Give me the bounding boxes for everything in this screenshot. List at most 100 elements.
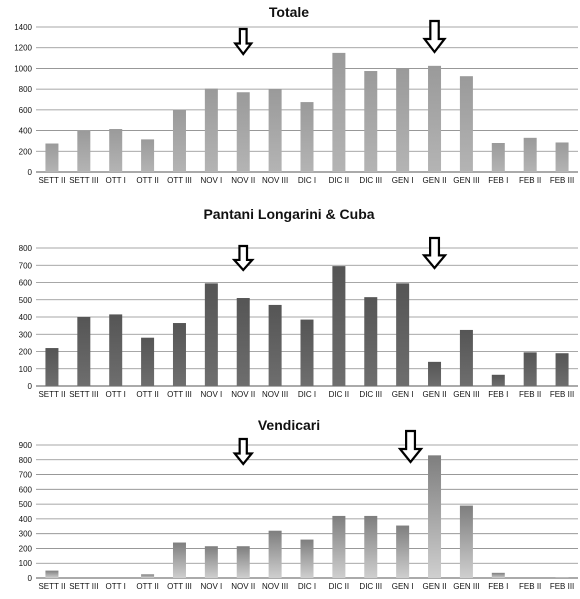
x-tick-label: NOV I xyxy=(200,582,222,591)
down-arrow-icon xyxy=(234,246,252,270)
bar-sett-ii xyxy=(45,144,58,172)
bar-gen-iii xyxy=(460,76,473,172)
x-tick-label: SETT II xyxy=(38,390,65,399)
x-tick-label: NOV III xyxy=(262,390,288,399)
x-tick-label: FEB III xyxy=(550,390,574,399)
x-tick-label: FEB I xyxy=(488,176,508,185)
x-tick-label: DIC II xyxy=(329,390,349,399)
bar-ott-ii xyxy=(141,338,154,386)
bar-ott-i xyxy=(109,314,122,386)
chart-title: Totale xyxy=(269,4,309,20)
y-tick-label: 100 xyxy=(19,559,33,568)
x-tick-label: OTT I xyxy=(106,390,126,399)
x-tick-label: FEB II xyxy=(519,390,541,399)
y-tick-label: 600 xyxy=(19,106,33,115)
x-tick-label: SETT II xyxy=(38,582,65,591)
bar-sett-iii xyxy=(77,317,90,386)
bar-gen-ii xyxy=(428,362,441,386)
chart-title: Pantani Longarini & Cuba xyxy=(203,206,374,222)
bar-dic-ii xyxy=(332,266,345,386)
y-tick-label: 400 xyxy=(19,313,33,322)
x-tick-label: GEN II xyxy=(423,582,447,591)
x-tick-label: DIC II xyxy=(329,582,349,591)
y-tick-label: 900 xyxy=(19,441,33,450)
y-tick-label: 0 xyxy=(28,168,33,177)
x-tick-label: NOV I xyxy=(200,390,222,399)
y-tick-label: 1200 xyxy=(14,44,32,53)
x-tick-label: OTT II xyxy=(136,582,159,591)
bar-nov-iii xyxy=(269,89,282,172)
y-tick-label: 1400 xyxy=(14,23,32,32)
bar-nov-ii xyxy=(237,92,250,172)
x-tick-label: DIC III xyxy=(359,582,382,591)
x-tick-label: FEB I xyxy=(488,390,508,399)
y-tick-label: 1000 xyxy=(14,64,32,73)
x-tick-label: DIC I xyxy=(298,390,316,399)
x-tick-label: OTT II xyxy=(136,176,159,185)
bar-ott-i xyxy=(109,129,122,172)
bar-nov-iii xyxy=(269,305,282,386)
y-tick-label: 400 xyxy=(19,127,33,136)
bar-dic-iii xyxy=(364,516,377,578)
y-tick-label: 200 xyxy=(19,544,33,553)
bar-feb-ii xyxy=(524,352,537,386)
bar-feb-iii xyxy=(556,577,569,578)
x-tick-label: GEN I xyxy=(392,390,414,399)
y-tick-label: 400 xyxy=(19,515,33,524)
x-tick-label: OTT III xyxy=(167,582,192,591)
bar-gen-ii xyxy=(428,455,441,578)
bar-gen-i xyxy=(396,526,409,578)
chart-panel-1: Totale 0 200 400 600 800 1000 1200 1400 SETT II SE… xyxy=(14,4,578,185)
x-tick-label: NOV I xyxy=(200,176,222,185)
bar-sett-ii xyxy=(45,571,58,578)
bar-feb-ii xyxy=(524,138,537,172)
down-arrow-icon xyxy=(400,431,421,462)
x-tick-label: GEN I xyxy=(392,176,414,185)
y-tick-label: 100 xyxy=(19,365,33,374)
bar-dic-i xyxy=(301,540,314,578)
x-tick-label: NOV III xyxy=(262,582,288,591)
y-tick-label: 300 xyxy=(19,530,33,539)
down-arrow-icon xyxy=(235,439,252,464)
bar-dic-ii xyxy=(332,516,345,578)
chart-panel-3: Vendicari 0 100 200 300 400 500 600 700 800 900 SET… xyxy=(19,417,578,591)
bar-ott-iii xyxy=(173,110,186,172)
chart-title: Vendicari xyxy=(258,417,320,433)
x-tick-label: GEN III xyxy=(453,176,479,185)
y-tick-label: 500 xyxy=(19,296,33,305)
x-tick-label: SETT III xyxy=(69,582,98,591)
bar-gen-i xyxy=(396,69,409,172)
bar-nov-iii xyxy=(269,531,282,578)
bar-feb-iii xyxy=(556,142,569,172)
x-tick-label: FEB II xyxy=(519,176,541,185)
down-arrow-icon xyxy=(424,238,445,268)
y-tick-label: 0 xyxy=(28,382,33,391)
x-tick-label: NOV II xyxy=(231,176,255,185)
x-tick-label: OTT I xyxy=(106,582,126,591)
x-tick-label: GEN III xyxy=(453,582,479,591)
y-tick-label: 800 xyxy=(19,85,33,94)
bar-nov-ii xyxy=(237,298,250,386)
x-tick-label: GEN III xyxy=(453,390,479,399)
bar-ott-ii xyxy=(141,574,154,578)
bar-sett-iii xyxy=(77,131,90,172)
y-tick-label: 800 xyxy=(19,244,33,253)
x-tick-label: OTT III xyxy=(167,390,192,399)
x-tick-label: FEB III xyxy=(550,582,574,591)
x-tick-label: SETT III xyxy=(69,176,98,185)
down-arrow-icon xyxy=(235,29,251,54)
x-tick-label: FEB III xyxy=(550,176,574,185)
x-tick-label: SETT III xyxy=(69,390,98,399)
x-tick-label: OTT I xyxy=(106,176,126,185)
bar-gen-iii xyxy=(460,330,473,386)
x-tick-label: DIC III xyxy=(359,390,382,399)
bar-feb-i xyxy=(492,375,505,386)
x-tick-label: NOV III xyxy=(262,176,288,185)
x-tick-label: GEN II xyxy=(423,176,447,185)
bar-dic-iii xyxy=(364,297,377,386)
bar-gen-i xyxy=(396,283,409,386)
x-tick-label: DIC III xyxy=(359,176,382,185)
x-tick-label: DIC I xyxy=(298,582,316,591)
x-tick-label: SETT II xyxy=(38,176,65,185)
